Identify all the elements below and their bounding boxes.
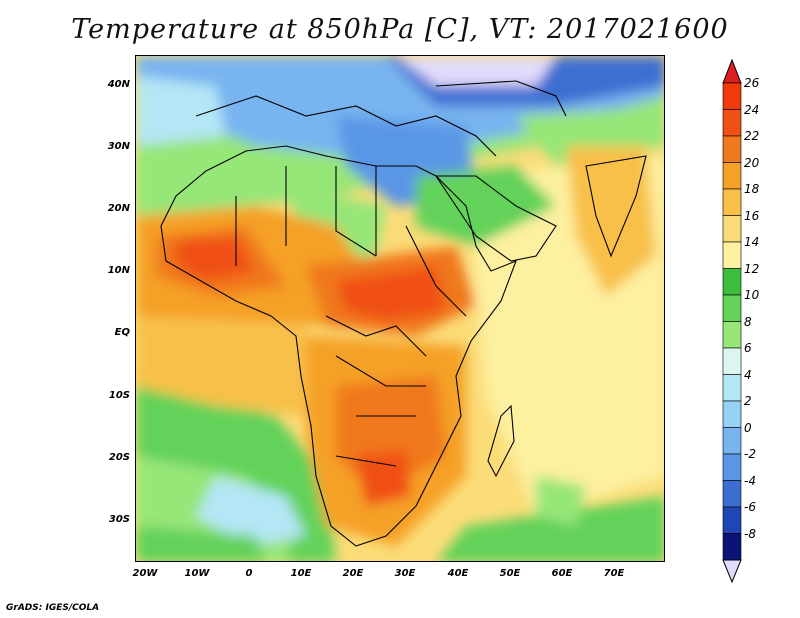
lat-label: 10N [107,265,130,276]
lon-label: 0 [245,568,253,579]
colorbar-label: 0 [744,420,752,435]
lat-label: EQ [114,327,130,338]
colorbar-swatch [722,400,742,428]
lat-label: 20N [107,203,130,214]
colorbar-label: 6 [744,341,752,355]
lon-label: 10W [184,568,210,579]
colorbar-swatch [722,215,742,243]
colorbar-label: 20 [744,155,760,170]
colorbar-label: 12 [744,261,760,276]
temperature-map [135,55,665,562]
colorbar-swatch [722,162,742,190]
colorbar-label: -4 [744,473,756,488]
temperature-field [136,56,664,561]
footer-credit: GrADS: IGES/COLA [6,603,100,613]
colorbar-swatch [722,188,742,216]
colorbar-label: 26 [744,76,760,90]
colorbar-swatch [722,374,742,402]
colorbar-label: 2 [744,394,752,408]
colorbar-swatch [722,533,742,561]
colorbar-top-cap [722,58,742,84]
colorbar-label: -6 [744,500,756,514]
colorbar-swatch [722,480,742,508]
colorbar-swatch [722,347,742,375]
lat-label: 30N [107,141,130,152]
lon-label: 10E [290,568,312,579]
lat-label: 40N [107,79,130,90]
lon-label: 60E [551,568,573,579]
lon-label: 40E [447,568,469,579]
lon-label: 50E [499,568,521,579]
colorbar-swatch [722,268,742,296]
colorbar-swatch [722,82,742,110]
colorbar-label: 4 [744,367,752,382]
colorbar-label: 8 [744,314,752,329]
colorbar-label: 10 [744,288,760,302]
colorbar-label: 22 [744,129,760,143]
colorbar-swatch [722,135,742,163]
lon-label: 20E [342,568,364,579]
colorbar-swatch [722,506,742,534]
lon-label: 20W [132,568,158,579]
lat-label: 20S [108,452,130,463]
colorbar-label: 16 [744,208,760,223]
colorbar-swatch [722,321,742,349]
lat-label: 30S [108,514,130,525]
coastlines [160,80,647,547]
colorbar [722,58,742,584]
temperature-blobs [136,56,664,561]
lat-label: 10S [108,390,130,401]
colorbar-label: -8 [744,526,756,541]
colorbar-swatch [722,427,742,455]
colorbar-swatch [722,294,742,322]
colorbar-swatch [722,241,742,269]
colorbar-label: 18 [744,182,760,196]
colorbar-swatch [722,453,742,481]
colorbar-bottom-cap [722,559,742,584]
colorbar-label: 14 [744,235,760,249]
colorbar-swatch [722,109,742,137]
lon-label: 30E [394,568,416,579]
colorbar-label: 24 [744,102,760,117]
map-title: Temperature at 850hPa [C], VT: 201702160… [71,14,729,45]
colorbar-label: -2 [744,447,756,461]
lon-label: 70E [603,568,625,579]
